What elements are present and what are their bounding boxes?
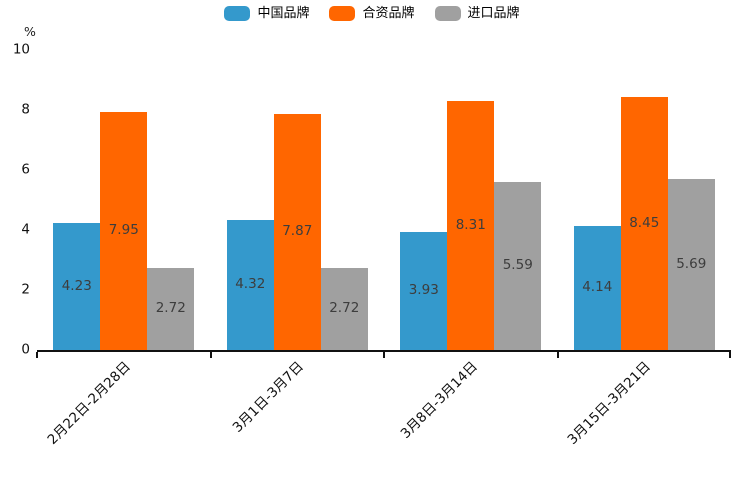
x-axis-tick	[36, 352, 38, 358]
legend: 中国品牌 合资品牌 进口品牌	[0, 6, 744, 21]
x-axis-tick	[383, 352, 385, 358]
bar-value-label: 4.32	[235, 276, 266, 293]
y-tick-label: 8	[21, 101, 30, 118]
y-axis-unit-label: %	[24, 24, 36, 39]
legend-item-china-brand: 中国品牌	[224, 6, 309, 21]
legend-item-import-brand: 进口品牌	[434, 6, 520, 21]
x-axis-tick	[556, 352, 559, 358]
bar: 7.87	[273, 113, 321, 350]
legend-label: 进口品牌	[467, 6, 520, 21]
y-tick-label: 10	[12, 41, 30, 58]
legend-label: 合资品牌	[362, 6, 415, 21]
bar: 5.59	[494, 182, 542, 350]
y-tick-label: 4	[21, 221, 30, 238]
legend-item-joint-venture-brand: 合资品牌	[329, 6, 415, 21]
x-tick-label: 3月8日-3月14日	[397, 358, 481, 442]
bar-value-label: 8.31	[455, 216, 486, 233]
bar-value-label: 4.23	[61, 277, 92, 294]
bar: 8.31	[447, 100, 495, 350]
bar-value-label: 4.14	[582, 279, 613, 296]
bar-value-label: 5.69	[676, 255, 707, 272]
legend-swatch-import-brand	[434, 6, 461, 21]
bar-value-label: 2.72	[155, 300, 186, 317]
bar: 4.14	[573, 225, 621, 350]
bar: 3.93	[400, 232, 448, 350]
bar: 5.69	[667, 179, 715, 350]
x-axis-tick	[729, 352, 731, 358]
bar-value-label: 8.45	[629, 214, 660, 231]
plot-area: 4.23 7.95 2.72 2月22日-2月28日 4.32 7.87 2.72 3月1日-…	[36, 50, 731, 448]
legend-swatch-joint-venture-brand	[329, 6, 356, 21]
legend-label: 中国品牌	[257, 6, 310, 21]
bar-value-label: 5.59	[502, 257, 533, 274]
bar: 2.72	[320, 268, 368, 350]
y-tick-label: 2	[21, 281, 30, 298]
bar-value-label: 2.72	[329, 300, 360, 317]
bar-value-label: 3.93	[408, 282, 439, 299]
legend-swatch-china-brand	[224, 6, 251, 21]
x-tick-label: 3月1日-3月7日	[229, 358, 308, 436]
y-axis: 0 2 4 6 8 10	[0, 43, 30, 356]
x-axis-tick	[209, 352, 212, 358]
bar: 7.95	[100, 111, 148, 350]
y-tick-label: 0	[21, 341, 30, 358]
y-tick-label: 6	[21, 161, 30, 178]
bar-value-label: 7.87	[282, 223, 313, 240]
bar: 4.32	[226, 220, 274, 350]
bar: 2.72	[147, 268, 195, 350]
bar: 8.45	[620, 96, 668, 350]
x-tick-label: 2月22日-2月28日	[44, 358, 134, 448]
x-tick-label: 3月15日-3月21日	[564, 358, 655, 448]
bar: 4.23	[53, 223, 101, 350]
bar-value-label: 7.95	[108, 222, 139, 238]
